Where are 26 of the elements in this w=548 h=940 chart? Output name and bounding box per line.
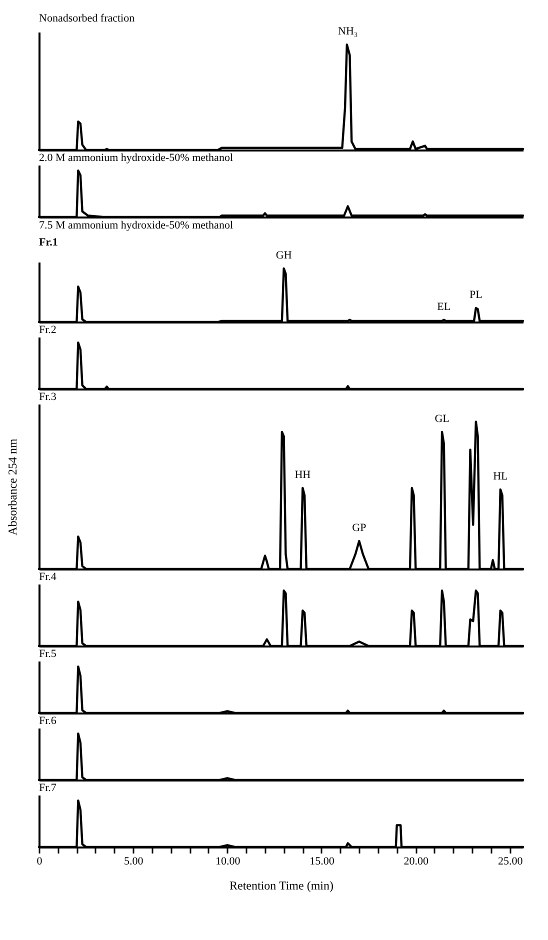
annotation: GL xyxy=(434,412,450,425)
x-tick-label: 10.00 xyxy=(215,856,241,868)
annotation: GH xyxy=(276,249,292,262)
annotation: HL xyxy=(493,470,508,482)
y-axis-title: Absorbance 254 nm xyxy=(6,438,20,536)
chart-title: 7.5 M ammonium hydroxide-50% methanol xyxy=(39,219,233,232)
x-tick-label: 25.00 xyxy=(498,856,524,868)
chart-title: Fr.6 xyxy=(39,715,57,727)
x-tick-label: 5.00 xyxy=(124,856,144,868)
chart-title: Nonadsorbed fraction xyxy=(39,12,136,25)
chart-title: Fr.3 xyxy=(39,391,57,403)
annotation: EL xyxy=(437,300,451,313)
x-tick-label: 15.00 xyxy=(310,856,335,868)
chart-title: Fr.4 xyxy=(39,571,57,583)
x-axis-title: Retention Time (min) xyxy=(229,878,334,892)
annotation: HH xyxy=(294,468,311,481)
annotation: NH₃ xyxy=(338,26,358,38)
chart-subtitle: Fr.1 xyxy=(39,236,58,248)
x-tick-label: 20.00 xyxy=(404,856,430,868)
chart-title: Fr.5 xyxy=(39,648,57,660)
chart-title: Fr.7 xyxy=(39,782,57,794)
chart-title: 2.0 M ammonium hydroxide-50% methanol xyxy=(39,152,233,164)
x-tick-label: 0 xyxy=(36,856,43,868)
annotation: GP xyxy=(352,522,366,534)
annotation: PL xyxy=(469,289,483,302)
chart-title: Fr.2 xyxy=(39,324,56,336)
